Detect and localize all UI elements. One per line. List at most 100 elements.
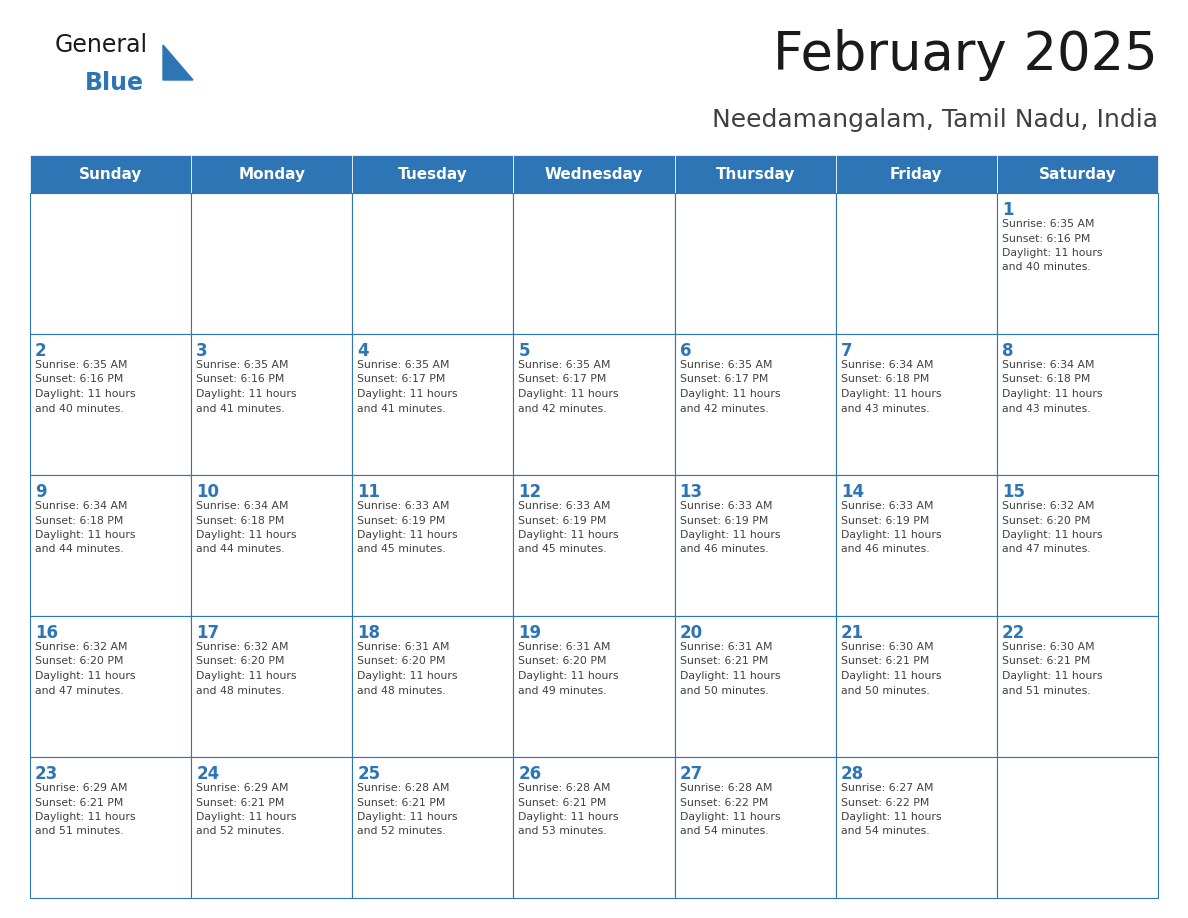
Text: Sunset: 6:21 PM: Sunset: 6:21 PM <box>518 798 607 808</box>
Text: Sunrise: 6:35 AM: Sunrise: 6:35 AM <box>1001 219 1094 229</box>
Text: Sunrise: 6:27 AM: Sunrise: 6:27 AM <box>841 783 934 793</box>
Text: and 47 minutes.: and 47 minutes. <box>34 686 124 696</box>
Text: and 40 minutes.: and 40 minutes. <box>1001 263 1091 273</box>
Text: Daylight: 11 hours: Daylight: 11 hours <box>1001 389 1102 399</box>
Text: Sunrise: 6:29 AM: Sunrise: 6:29 AM <box>196 783 289 793</box>
Text: 23: 23 <box>34 765 58 783</box>
Text: and 42 minutes.: and 42 minutes. <box>518 404 607 413</box>
Text: Sunrise: 6:31 AM: Sunrise: 6:31 AM <box>680 642 772 652</box>
Text: Sunrise: 6:34 AM: Sunrise: 6:34 AM <box>196 501 289 511</box>
Text: 19: 19 <box>518 624 542 642</box>
Text: Daylight: 11 hours: Daylight: 11 hours <box>34 671 135 681</box>
Text: Sunset: 6:19 PM: Sunset: 6:19 PM <box>358 516 446 525</box>
Text: 24: 24 <box>196 765 220 783</box>
Text: Sunset: 6:21 PM: Sunset: 6:21 PM <box>841 656 929 666</box>
Text: 11: 11 <box>358 483 380 501</box>
Text: Sunset: 6:17 PM: Sunset: 6:17 PM <box>358 375 446 385</box>
Text: Tuesday: Tuesday <box>398 166 468 182</box>
Text: Daylight: 11 hours: Daylight: 11 hours <box>358 812 457 822</box>
Polygon shape <box>163 45 192 80</box>
Text: Sunset: 6:20 PM: Sunset: 6:20 PM <box>358 656 446 666</box>
Text: Needamangalam, Tamil Nadu, India: Needamangalam, Tamil Nadu, India <box>712 108 1158 132</box>
Text: Daylight: 11 hours: Daylight: 11 hours <box>518 812 619 822</box>
Text: 16: 16 <box>34 624 58 642</box>
Text: 18: 18 <box>358 624 380 642</box>
Text: Daylight: 11 hours: Daylight: 11 hours <box>841 530 941 540</box>
Text: 13: 13 <box>680 483 702 501</box>
Text: Sunset: 6:21 PM: Sunset: 6:21 PM <box>196 798 284 808</box>
Text: and 47 minutes.: and 47 minutes. <box>1001 544 1091 554</box>
Text: Daylight: 11 hours: Daylight: 11 hours <box>34 812 135 822</box>
Text: Daylight: 11 hours: Daylight: 11 hours <box>358 671 457 681</box>
Text: 22: 22 <box>1001 624 1025 642</box>
Text: Daylight: 11 hours: Daylight: 11 hours <box>34 530 135 540</box>
Text: Sunset: 6:16 PM: Sunset: 6:16 PM <box>196 375 284 385</box>
Text: 28: 28 <box>841 765 864 783</box>
Text: Daylight: 11 hours: Daylight: 11 hours <box>196 530 297 540</box>
Text: Daylight: 11 hours: Daylight: 11 hours <box>841 389 941 399</box>
Text: and 52 minutes.: and 52 minutes. <box>358 826 446 836</box>
Text: and 50 minutes.: and 50 minutes. <box>680 686 769 696</box>
Text: Sunrise: 6:32 AM: Sunrise: 6:32 AM <box>1001 501 1094 511</box>
Text: 27: 27 <box>680 765 703 783</box>
Text: Sunset: 6:20 PM: Sunset: 6:20 PM <box>518 656 607 666</box>
Text: and 45 minutes.: and 45 minutes. <box>518 544 607 554</box>
Text: Sunrise: 6:32 AM: Sunrise: 6:32 AM <box>34 642 127 652</box>
Text: 9: 9 <box>34 483 46 501</box>
Text: Daylight: 11 hours: Daylight: 11 hours <box>34 389 135 399</box>
Text: Sunrise: 6:31 AM: Sunrise: 6:31 AM <box>358 642 450 652</box>
Text: Monday: Monday <box>239 166 305 182</box>
Text: 21: 21 <box>841 624 864 642</box>
Text: and 43 minutes.: and 43 minutes. <box>1001 404 1091 413</box>
Text: Wednesday: Wednesday <box>545 166 643 182</box>
Text: Daylight: 11 hours: Daylight: 11 hours <box>680 812 781 822</box>
Text: Daylight: 11 hours: Daylight: 11 hours <box>358 389 457 399</box>
Text: Sunrise: 6:35 AM: Sunrise: 6:35 AM <box>358 360 450 370</box>
Text: and 52 minutes.: and 52 minutes. <box>196 826 285 836</box>
Text: Sunrise: 6:34 AM: Sunrise: 6:34 AM <box>1001 360 1094 370</box>
Text: and 43 minutes.: and 43 minutes. <box>841 404 929 413</box>
Text: Daylight: 11 hours: Daylight: 11 hours <box>841 812 941 822</box>
Text: Sunrise: 6:28 AM: Sunrise: 6:28 AM <box>358 783 450 793</box>
Text: and 44 minutes.: and 44 minutes. <box>34 544 124 554</box>
Text: Sunset: 6:19 PM: Sunset: 6:19 PM <box>841 516 929 525</box>
Text: Daylight: 11 hours: Daylight: 11 hours <box>358 530 457 540</box>
Text: Daylight: 11 hours: Daylight: 11 hours <box>680 671 781 681</box>
Text: Sunset: 6:20 PM: Sunset: 6:20 PM <box>196 656 285 666</box>
Text: General: General <box>55 33 148 57</box>
Text: and 51 minutes.: and 51 minutes. <box>1001 686 1091 696</box>
Text: and 40 minutes.: and 40 minutes. <box>34 404 124 413</box>
Text: Daylight: 11 hours: Daylight: 11 hours <box>680 389 781 399</box>
Text: 26: 26 <box>518 765 542 783</box>
Text: 6: 6 <box>680 342 691 360</box>
Text: and 54 minutes.: and 54 minutes. <box>680 826 769 836</box>
Text: 20: 20 <box>680 624 702 642</box>
Text: Daylight: 11 hours: Daylight: 11 hours <box>1001 530 1102 540</box>
Text: 12: 12 <box>518 483 542 501</box>
Text: and 53 minutes.: and 53 minutes. <box>518 826 607 836</box>
Text: and 45 minutes.: and 45 minutes. <box>358 544 446 554</box>
Text: and 41 minutes.: and 41 minutes. <box>196 404 285 413</box>
Text: and 46 minutes.: and 46 minutes. <box>841 544 929 554</box>
Text: 25: 25 <box>358 765 380 783</box>
Text: and 50 minutes.: and 50 minutes. <box>841 686 929 696</box>
Text: Sunrise: 6:34 AM: Sunrise: 6:34 AM <box>841 360 934 370</box>
Text: and 48 minutes.: and 48 minutes. <box>358 686 446 696</box>
Text: Sunrise: 6:35 AM: Sunrise: 6:35 AM <box>34 360 127 370</box>
Text: 15: 15 <box>1001 483 1025 501</box>
Text: Daylight: 11 hours: Daylight: 11 hours <box>518 389 619 399</box>
Text: and 42 minutes.: and 42 minutes. <box>680 404 769 413</box>
Text: Saturday: Saturday <box>1038 166 1117 182</box>
Text: Sunday: Sunday <box>78 166 143 182</box>
Text: Sunset: 6:18 PM: Sunset: 6:18 PM <box>34 516 124 525</box>
Text: Daylight: 11 hours: Daylight: 11 hours <box>196 389 297 399</box>
Text: and 41 minutes.: and 41 minutes. <box>358 404 446 413</box>
Text: Sunrise: 6:35 AM: Sunrise: 6:35 AM <box>196 360 289 370</box>
Text: 5: 5 <box>518 342 530 360</box>
Text: 3: 3 <box>196 342 208 360</box>
Text: 1: 1 <box>1001 201 1013 219</box>
Text: Daylight: 11 hours: Daylight: 11 hours <box>680 530 781 540</box>
Text: and 51 minutes.: and 51 minutes. <box>34 826 124 836</box>
Text: 7: 7 <box>841 342 852 360</box>
Text: Sunset: 6:22 PM: Sunset: 6:22 PM <box>680 798 767 808</box>
